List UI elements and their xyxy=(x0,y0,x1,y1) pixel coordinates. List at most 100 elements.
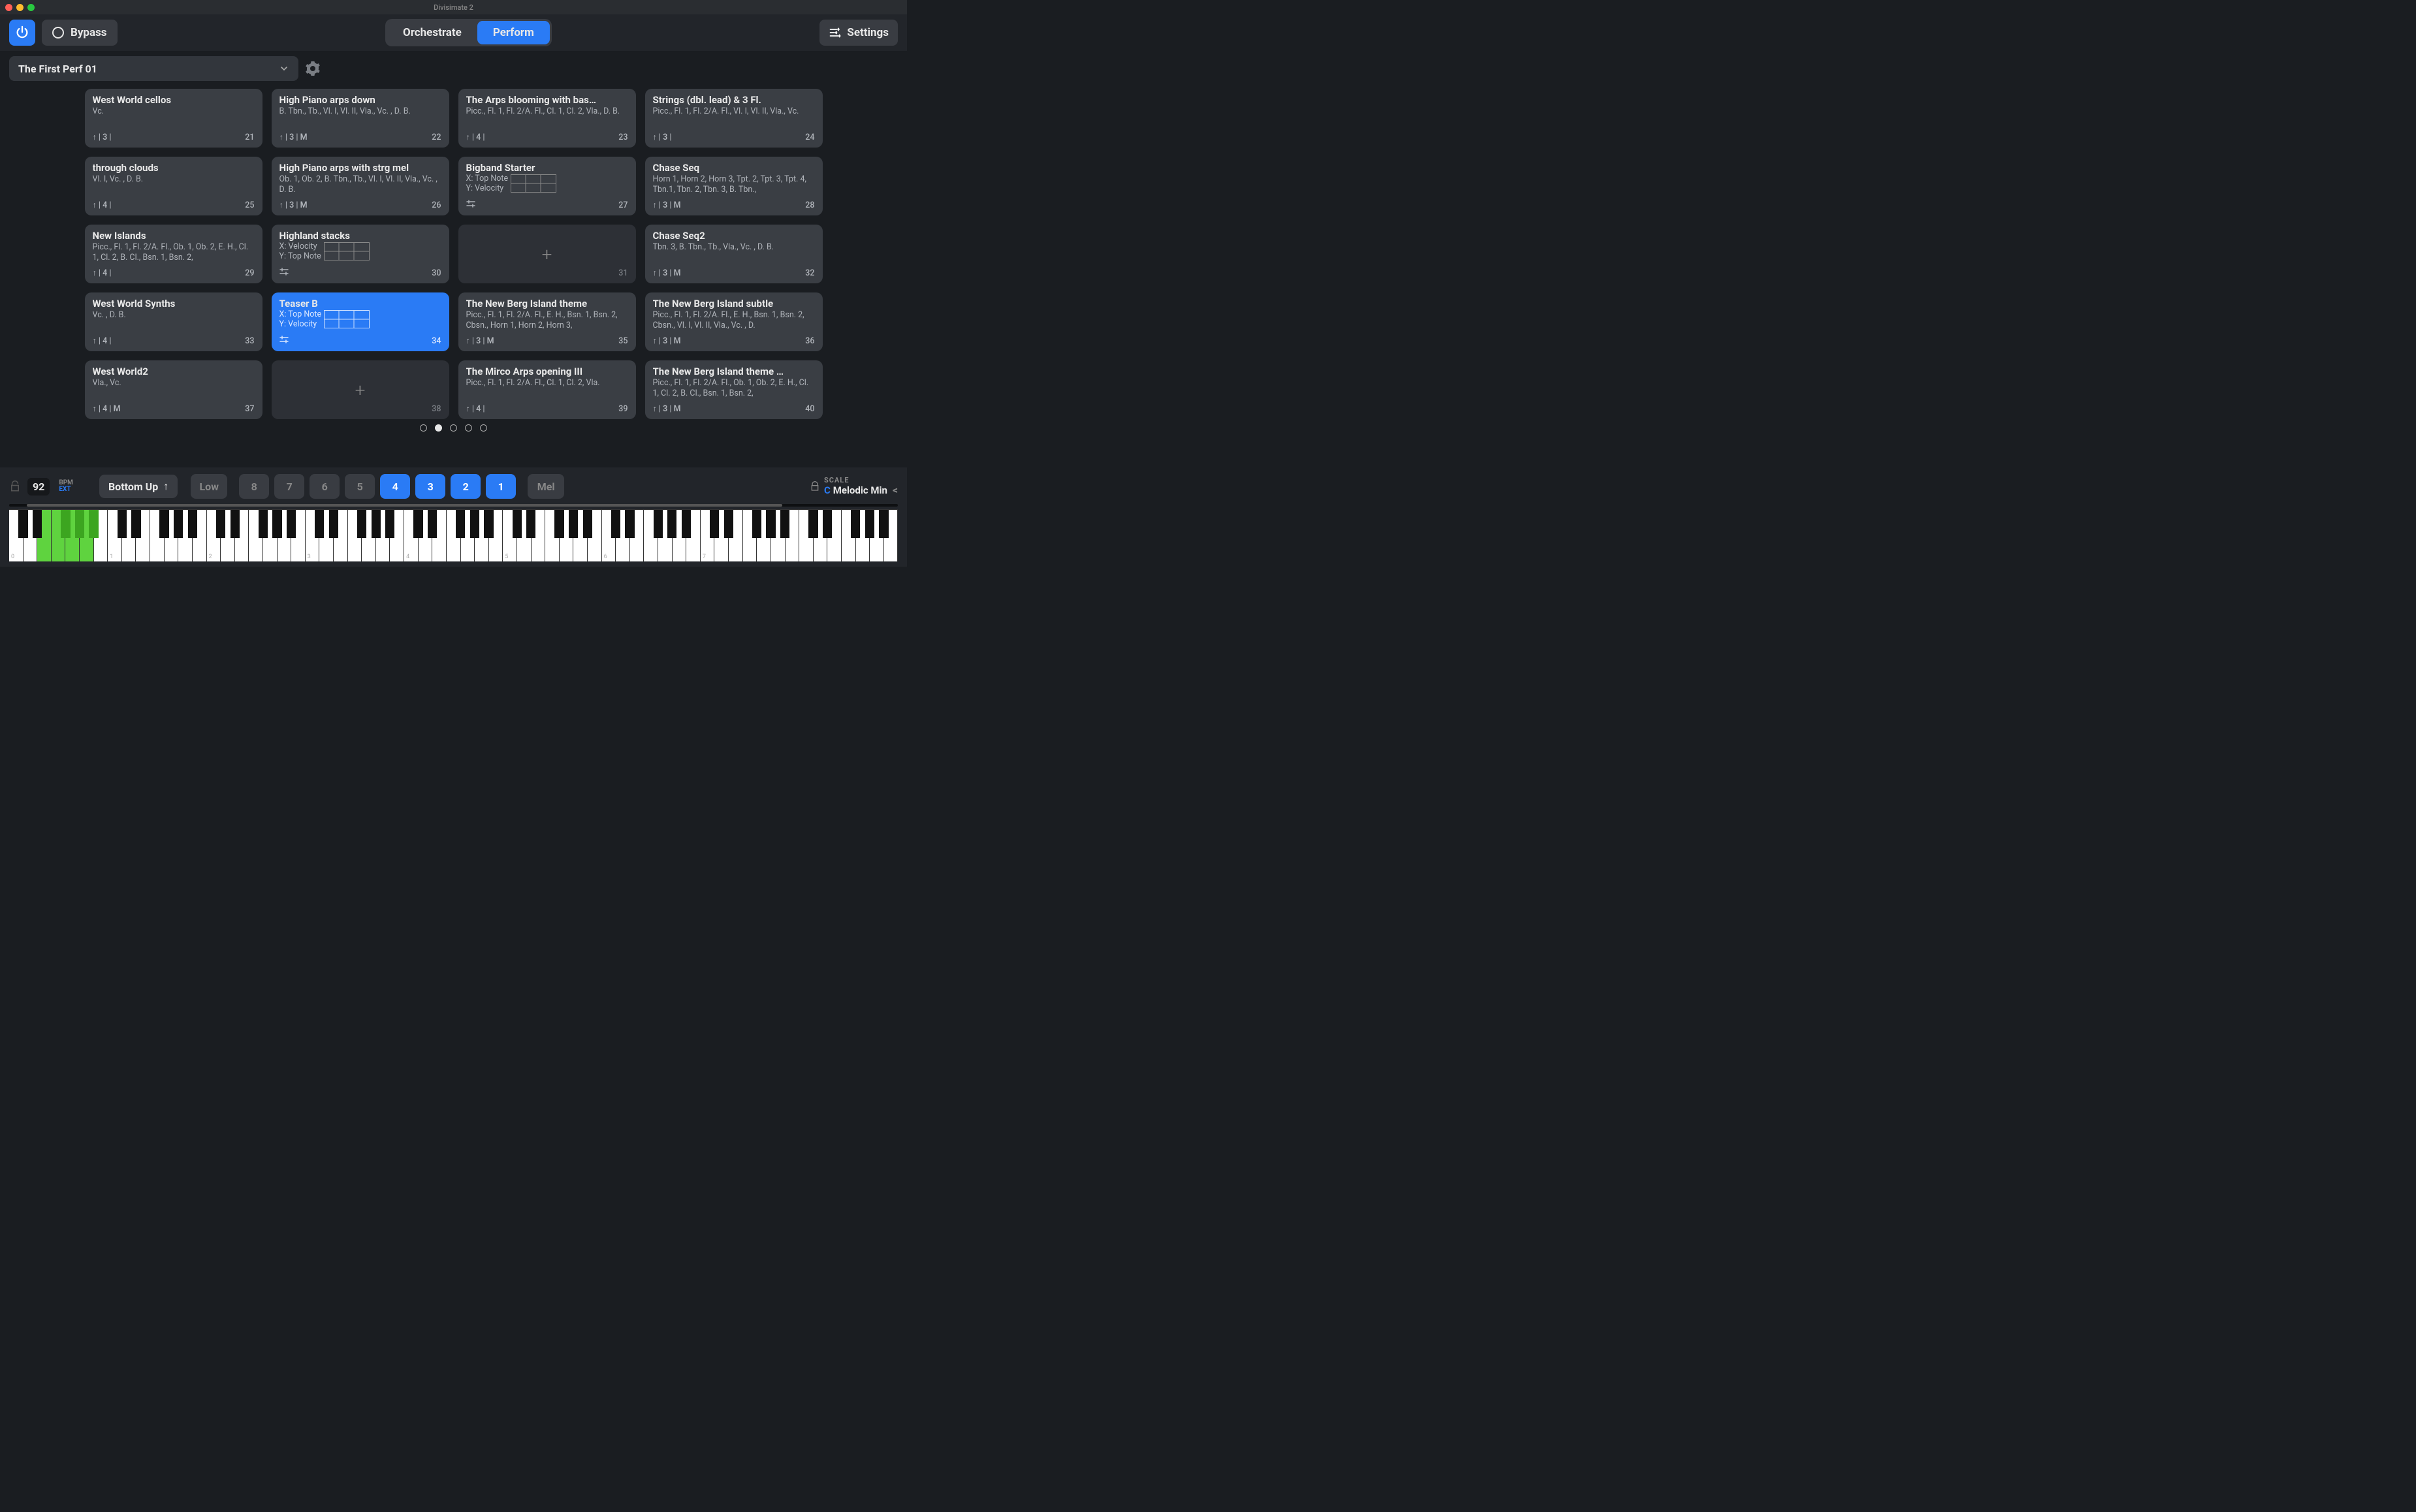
black-key[interactable] xyxy=(724,510,733,538)
page-dot[interactable] xyxy=(435,424,442,432)
black-key[interactable] xyxy=(413,510,422,538)
mode-perform-button[interactable]: Perform xyxy=(477,21,550,44)
voice-button-4[interactable]: 4 xyxy=(380,474,410,499)
black-key[interactable] xyxy=(230,510,240,538)
black-key[interactable] xyxy=(583,510,592,538)
bypass-button[interactable]: Bypass xyxy=(42,20,118,46)
voice-button-8[interactable]: 8 xyxy=(239,474,269,499)
page-dot[interactable] xyxy=(465,424,472,432)
black-key[interactable] xyxy=(131,510,140,538)
voice-button-3[interactable]: 3 xyxy=(415,474,445,499)
mode-orchestrate-button[interactable]: Orchestrate xyxy=(387,21,477,44)
black-key[interactable] xyxy=(259,510,268,538)
black-key[interactable] xyxy=(879,510,888,538)
black-key[interactable] xyxy=(554,510,564,538)
settings-button[interactable]: Settings xyxy=(819,20,898,46)
mel-button[interactable]: Mel xyxy=(528,474,564,499)
black-key[interactable] xyxy=(385,510,394,538)
voice-button-7[interactable]: 7 xyxy=(274,474,304,499)
black-key[interactable] xyxy=(851,510,860,538)
preset-card[interactable]: Strings (dbl. lead) & 3 Fl. Picc., Fl. 1… xyxy=(645,89,823,148)
keyboard-scroll-thumb[interactable] xyxy=(27,504,782,507)
black-key[interactable] xyxy=(61,510,70,538)
keyboard-scrollbar[interactable] xyxy=(9,504,898,507)
preset-card[interactable]: The New Berg Island theme Picc., Fl. 1, … xyxy=(458,292,636,351)
black-key[interactable] xyxy=(865,510,874,538)
page-dot[interactable] xyxy=(420,424,427,432)
black-key[interactable] xyxy=(513,510,522,538)
black-key[interactable] xyxy=(372,510,381,538)
preset-card[interactable]: New Islands Picc., Fl. 1, Fl. 2/A. Fl., … xyxy=(85,225,262,283)
card-info: ↑ | 4 | xyxy=(466,404,485,414)
black-key[interactable] xyxy=(780,510,789,538)
preset-card[interactable]: Teaser B X: Top NoteY: Velocity 34 xyxy=(272,292,449,351)
page-dot[interactable] xyxy=(480,424,487,432)
preset-card[interactable]: The New Berg Island subtle Picc., Fl. 1,… xyxy=(645,292,823,351)
preset-card[interactable]: Highland stacks X: VelocityY: Top Note 3… xyxy=(272,225,449,283)
preset-card[interactable]: West World cellos Vc. ↑ | 3 |21 xyxy=(85,89,262,148)
black-key[interactable] xyxy=(33,510,42,538)
voice-button-6[interactable]: 6 xyxy=(310,474,340,499)
preset-card[interactable]: The New Berg Island theme … Picc., Fl. 1… xyxy=(645,360,823,419)
preset-card[interactable]: West World Synths Vc. , D. B. ↑ | 4 |33 xyxy=(85,292,262,351)
black-key[interactable] xyxy=(611,510,620,538)
black-key[interactable] xyxy=(766,510,775,538)
black-key[interactable] xyxy=(526,510,535,538)
maximize-window-icon[interactable] xyxy=(27,4,35,11)
black-key[interactable] xyxy=(89,510,98,538)
preset-card[interactable]: Bigband Starter X: Top NoteY: Velocity 2… xyxy=(458,157,636,215)
black-key[interactable] xyxy=(287,510,296,538)
black-key[interactable] xyxy=(682,510,691,538)
black-key[interactable] xyxy=(329,510,338,538)
black-key[interactable] xyxy=(18,510,27,538)
bpm-display[interactable]: 92 xyxy=(27,478,50,496)
preset-card[interactable]: High Piano arps down B. Tbn., Tb., Vl. I… xyxy=(272,89,449,148)
black-key[interactable] xyxy=(272,510,281,538)
black-key[interactable] xyxy=(174,510,183,538)
black-key[interactable] xyxy=(428,510,437,538)
black-key[interactable] xyxy=(569,510,578,538)
black-key[interactable] xyxy=(752,510,761,538)
preset-card[interactable]: +38 xyxy=(272,360,449,419)
black-key[interactable] xyxy=(159,510,168,538)
minimize-window-icon[interactable] xyxy=(16,4,24,11)
scale-lock-icon[interactable] xyxy=(810,481,820,492)
voice-button-1[interactable]: 1 xyxy=(486,474,516,499)
preset-card[interactable]: through clouds Vl. I, Vc. , D. B. ↑ | 4 … xyxy=(85,157,262,215)
black-key[interactable] xyxy=(216,510,225,538)
voice-button-2[interactable]: 2 xyxy=(451,474,481,499)
preset-card[interactable]: +31 xyxy=(458,225,636,283)
black-key[interactable] xyxy=(667,510,676,538)
black-key[interactable] xyxy=(456,510,465,538)
black-key[interactable] xyxy=(315,510,324,538)
low-button[interactable]: Low xyxy=(191,474,227,499)
black-key[interactable] xyxy=(625,510,634,538)
black-key[interactable] xyxy=(808,510,818,538)
power-button[interactable] xyxy=(9,20,35,46)
preset-card[interactable]: The Mirco Arps opening III Picc., Fl. 1,… xyxy=(458,360,636,419)
lock-icon[interactable] xyxy=(9,480,21,492)
piano-keyboard[interactable]: 01234567 xyxy=(9,509,898,561)
black-key[interactable] xyxy=(357,510,366,538)
preset-card[interactable]: Chase Seq Horn 1, Horn 2, Horn 3, Tpt. 2… xyxy=(645,157,823,215)
scale-value[interactable]: C Melodic Min < xyxy=(824,484,898,496)
card-info: ↑ | 3 | M xyxy=(653,268,681,278)
black-key[interactable] xyxy=(118,510,127,538)
black-key[interactable] xyxy=(654,510,663,538)
direction-button[interactable]: Bottom Up ↑ xyxy=(99,475,178,498)
preset-card[interactable]: Chase Seq2 Tbn. 3, B. Tbn., Tb., Vla., V… xyxy=(645,225,823,283)
gear-icon[interactable] xyxy=(305,61,321,76)
voice-button-5[interactable]: 5 xyxy=(345,474,375,499)
black-key[interactable] xyxy=(75,510,84,538)
black-key[interactable] xyxy=(823,510,832,538)
black-key[interactable] xyxy=(188,510,197,538)
black-key[interactable] xyxy=(470,510,479,538)
close-window-icon[interactable] xyxy=(5,4,12,11)
black-key[interactable] xyxy=(710,510,719,538)
preset-card[interactable]: High Piano arps with strg mel Ob. 1, Ob.… xyxy=(272,157,449,215)
black-key[interactable] xyxy=(484,510,493,538)
preset-card[interactable]: The Arps blooming with bas… Picc., Fl. 1… xyxy=(458,89,636,148)
preset-select[interactable]: The First Perf 01 xyxy=(9,56,298,81)
preset-card[interactable]: West World2 Vla., Vc. ↑ | 4 | M37 xyxy=(85,360,262,419)
page-dot[interactable] xyxy=(450,424,457,432)
